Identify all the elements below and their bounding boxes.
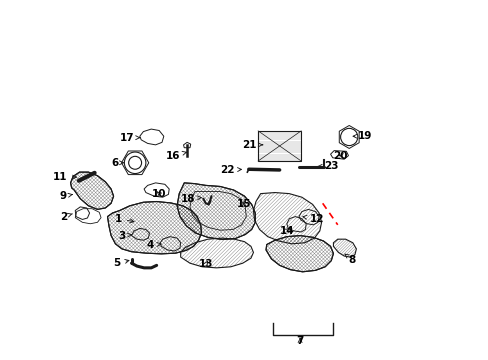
Text: 2: 2 — [60, 212, 72, 221]
Text: 5: 5 — [113, 258, 129, 268]
Text: 21: 21 — [242, 140, 262, 150]
Text: 10: 10 — [152, 189, 166, 199]
Text: 22: 22 — [220, 165, 241, 175]
Text: 11: 11 — [52, 172, 76, 182]
Text: 1: 1 — [114, 214, 134, 224]
Text: 3: 3 — [118, 231, 131, 240]
Text: 23: 23 — [318, 161, 338, 171]
Text: 4: 4 — [146, 240, 161, 250]
Text: 15: 15 — [236, 199, 251, 210]
Text: 6: 6 — [111, 158, 123, 168]
Text: 9: 9 — [60, 191, 72, 201]
Text: 8: 8 — [345, 254, 355, 265]
Text: 18: 18 — [180, 194, 201, 204]
Text: 19: 19 — [352, 131, 371, 141]
Text: 14: 14 — [279, 226, 294, 236]
Text: 20: 20 — [333, 150, 347, 161]
Text: 12: 12 — [302, 214, 324, 224]
Text: 17: 17 — [119, 133, 140, 143]
Text: 7: 7 — [296, 336, 303, 346]
Text: 13: 13 — [198, 259, 213, 269]
Text: 16: 16 — [166, 150, 186, 161]
